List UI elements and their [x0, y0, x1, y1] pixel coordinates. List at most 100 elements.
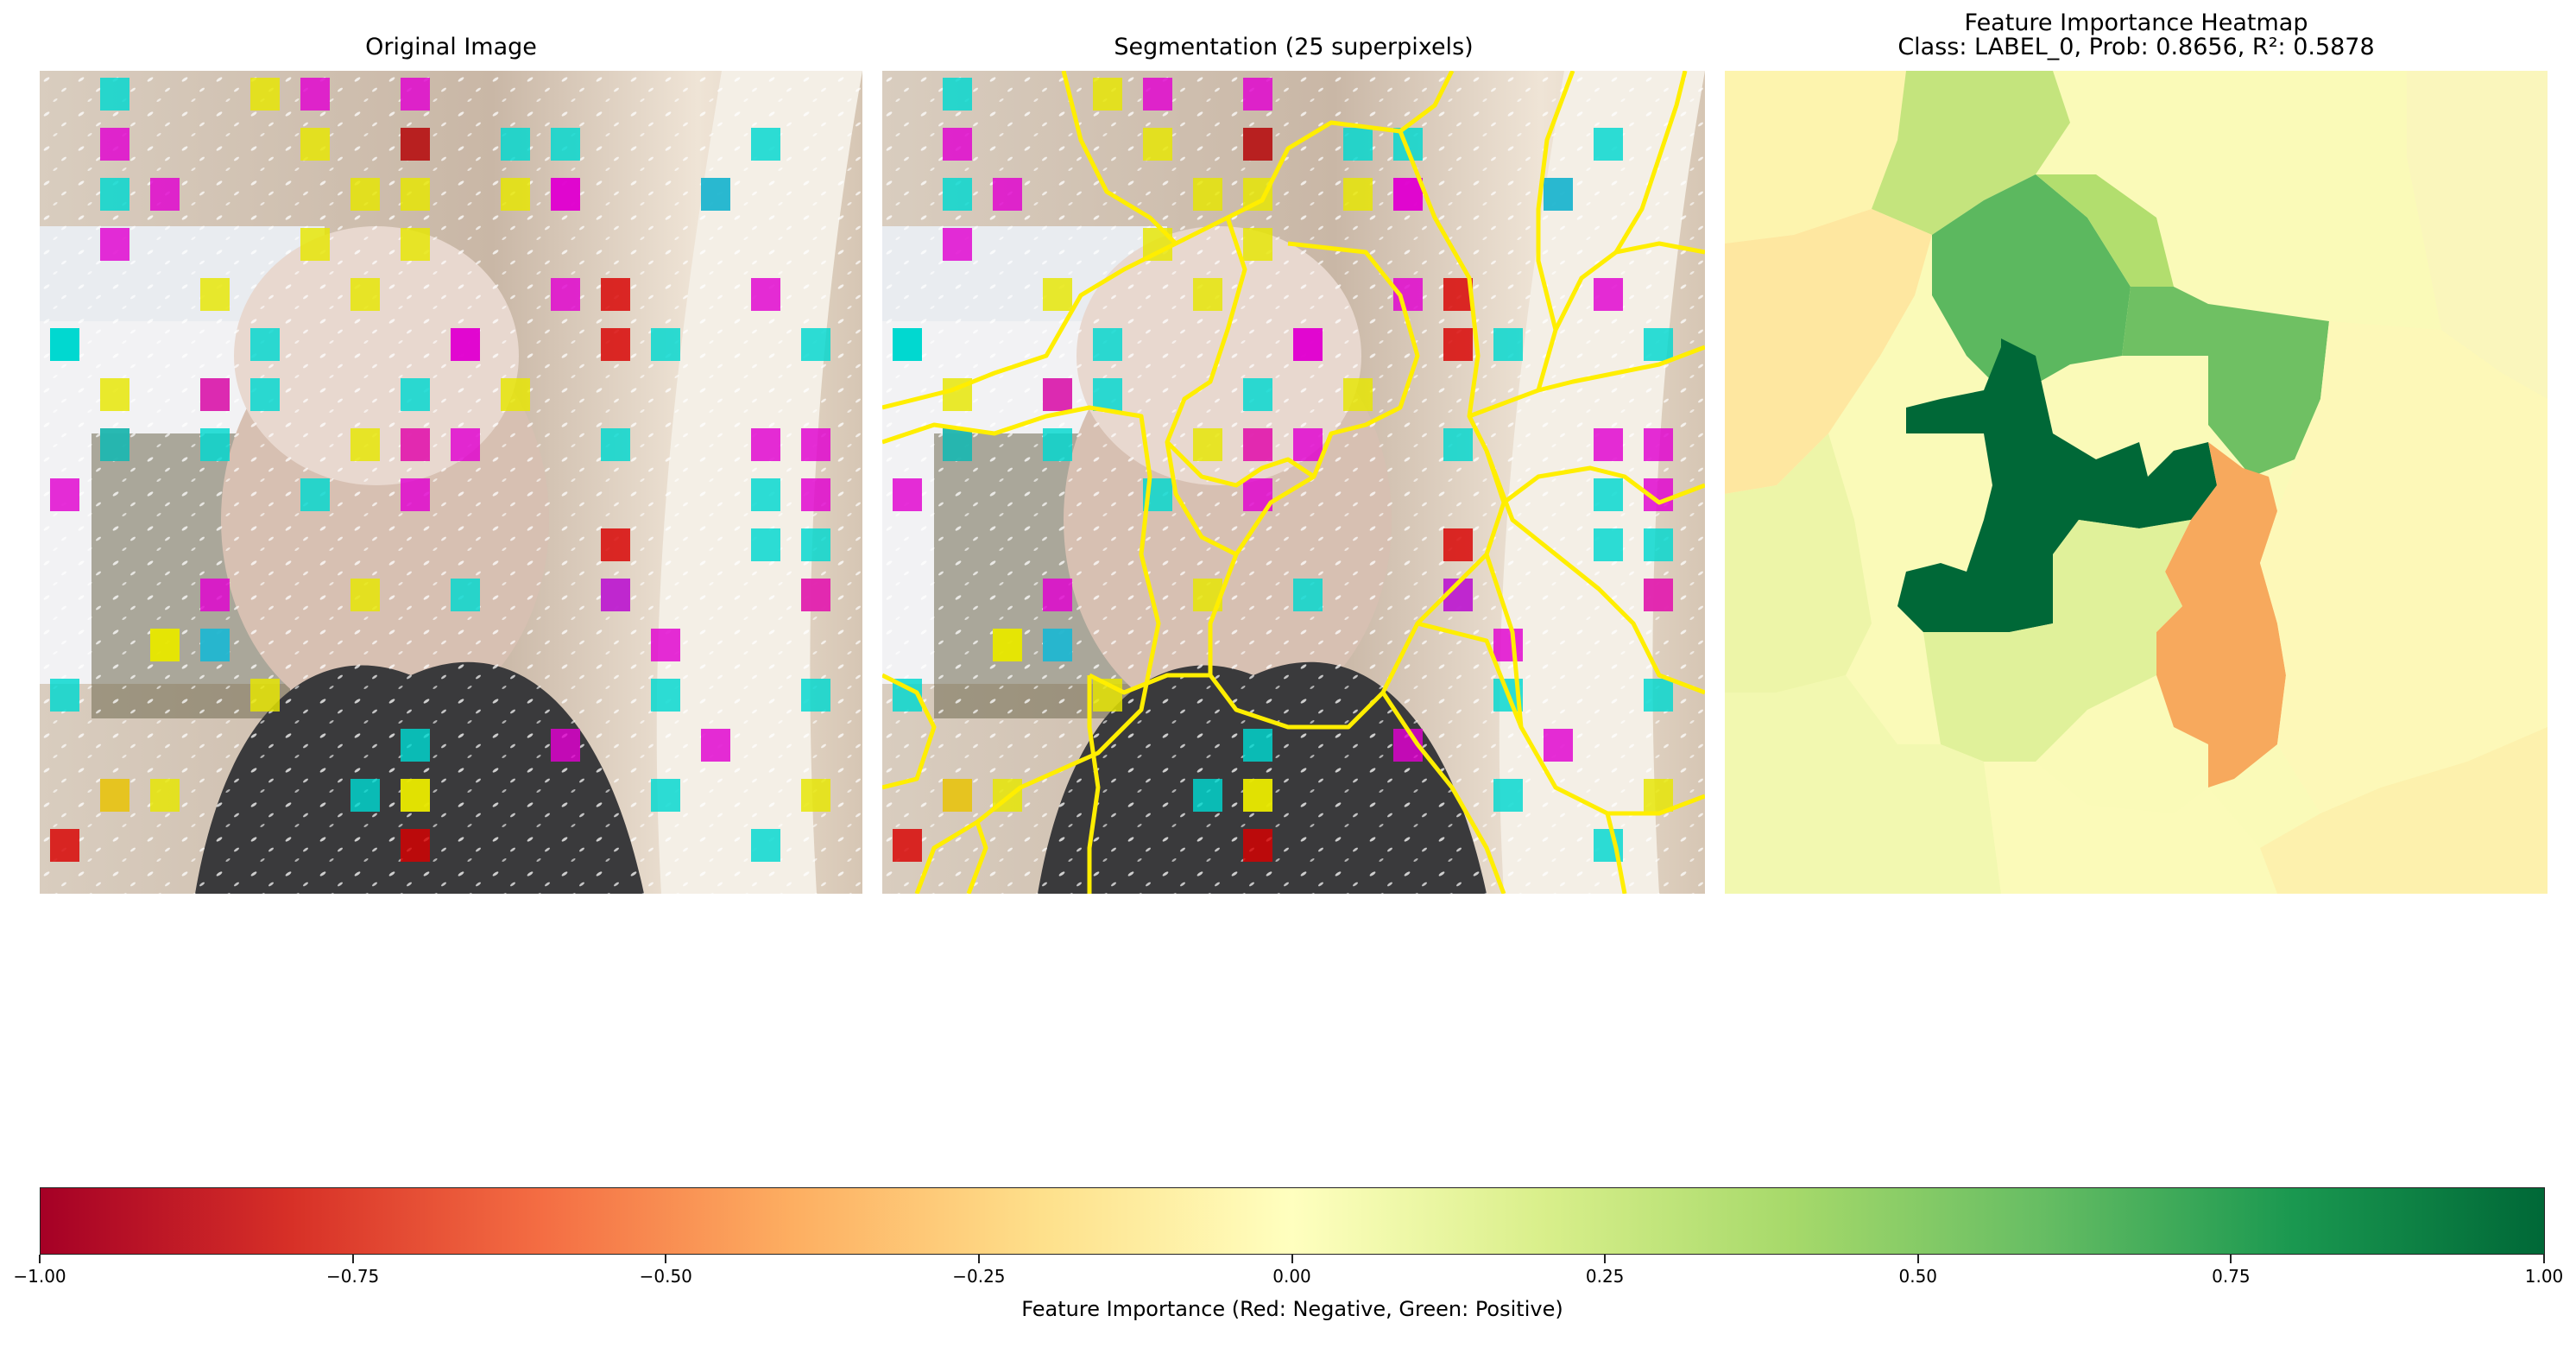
- noise-square: [401, 428, 430, 461]
- noise-square: [1644, 579, 1673, 611]
- noise-square: [1594, 128, 1623, 161]
- noise-square: [401, 178, 430, 211]
- noise-square: [993, 629, 1022, 661]
- noise-square: [100, 78, 129, 111]
- noise-square: [751, 829, 780, 862]
- colorbar-tick: [2543, 1255, 2545, 1263]
- noise-square: [601, 328, 630, 361]
- noise-square: [401, 378, 430, 411]
- noise-square: [300, 78, 330, 111]
- noise-square: [943, 128, 972, 161]
- region-left-mid: [1725, 433, 1872, 693]
- noise-square: [50, 478, 79, 511]
- region-right-green: [2122, 287, 2329, 477]
- superpixel-boundaries: [882, 71, 1705, 894]
- noise-square: [401, 228, 430, 261]
- region-lower-lightgreen: [1923, 520, 2191, 762]
- noise-square: [501, 378, 530, 411]
- colorbar-tick: [977, 1255, 980, 1263]
- noise-square: [401, 729, 430, 762]
- noise-square: [551, 729, 580, 762]
- noise-square: [601, 278, 630, 311]
- noise-square: [350, 278, 380, 311]
- noise-square: [1293, 428, 1323, 461]
- heatmap-title: Feature Importance Heatmap: [1964, 9, 2308, 36]
- colorbar-tick-label: 1.00: [2524, 1266, 2564, 1287]
- colorbar-tick: [1291, 1255, 1293, 1263]
- importance-heatmap: [1725, 71, 2548, 894]
- segmentation-title: Segmentation (25 superpixels): [1114, 34, 1474, 60]
- noise-square: [651, 679, 680, 712]
- noise-square: [801, 779, 830, 812]
- noise-square: [601, 579, 630, 611]
- colorbar-tick: [39, 1255, 41, 1263]
- noise-square: [801, 478, 830, 511]
- noise-square: [250, 78, 280, 111]
- noise-square: [350, 579, 380, 611]
- noise-square: [451, 428, 480, 461]
- colorbar-tick-label: 0.50: [1898, 1266, 1938, 1287]
- noise-square: [1093, 328, 1122, 361]
- noise-square: [1343, 378, 1373, 411]
- noise-square: [1043, 378, 1072, 411]
- noise-square: [943, 779, 972, 812]
- noise-square: [401, 829, 430, 862]
- noise-square: [1243, 78, 1272, 111]
- noise-square: [943, 428, 972, 461]
- noise-square: [1343, 178, 1373, 211]
- noise-square: [893, 328, 922, 361]
- colorbar-tick-label: −0.50: [639, 1266, 692, 1287]
- noise-square: [801, 328, 830, 361]
- region-left-orange: [1725, 209, 1932, 494]
- original-image-canvas: [40, 71, 862, 894]
- segmentation-image: [882, 71, 1705, 894]
- noise-square: [250, 378, 280, 411]
- noise-square: [893, 478, 922, 511]
- colorbar-tick: [1604, 1255, 1607, 1263]
- region-top-green: [1872, 71, 2070, 235]
- noise-square: [1493, 779, 1523, 812]
- noise-square: [200, 579, 230, 611]
- noise-square: [1093, 78, 1122, 111]
- noise-square: [350, 178, 380, 211]
- noise-square: [200, 629, 230, 661]
- noise-square: [1243, 428, 1272, 461]
- noise-square: [1644, 779, 1673, 812]
- noise-square: [401, 128, 430, 161]
- colorbar-tick-label: −1.00: [13, 1266, 66, 1287]
- noise-square: [801, 428, 830, 461]
- noise-square: [1243, 829, 1272, 862]
- noise-square: [651, 629, 680, 661]
- noise-square: [943, 228, 972, 261]
- noise-square: [250, 679, 280, 712]
- original-image-title: Original Image: [365, 34, 537, 60]
- noise-square: [401, 478, 430, 511]
- noise-square: [701, 178, 730, 211]
- noise-square: [350, 428, 380, 461]
- colorbar: [40, 1187, 2545, 1255]
- noise-square: [1594, 278, 1623, 311]
- noise-square: [1143, 78, 1172, 111]
- colorbar-tick-label: −0.75: [325, 1266, 380, 1287]
- noise-square: [1043, 629, 1072, 661]
- colorbar-tick-label: 0.00: [1272, 1266, 1311, 1287]
- noise-square: [1243, 779, 1272, 812]
- noise-square: [1594, 478, 1623, 511]
- noise-square: [401, 779, 430, 812]
- noise-square: [801, 528, 830, 561]
- noise-square: [350, 779, 380, 812]
- noise-square: [943, 78, 972, 111]
- noise-square: [300, 478, 330, 511]
- noise-square: [1193, 178, 1222, 211]
- noise-square: [801, 579, 830, 611]
- noise-square: [100, 178, 129, 211]
- noise-square: [1644, 679, 1673, 712]
- noise-square: [200, 278, 230, 311]
- noise-square: [300, 228, 330, 261]
- heatmap-canvas: [1725, 71, 2548, 894]
- noise-square: [1644, 428, 1673, 461]
- noise-square: [1193, 278, 1222, 311]
- noise-square: [100, 128, 129, 161]
- region-bottom-left: [1725, 675, 2001, 894]
- noise-square: [1544, 178, 1573, 211]
